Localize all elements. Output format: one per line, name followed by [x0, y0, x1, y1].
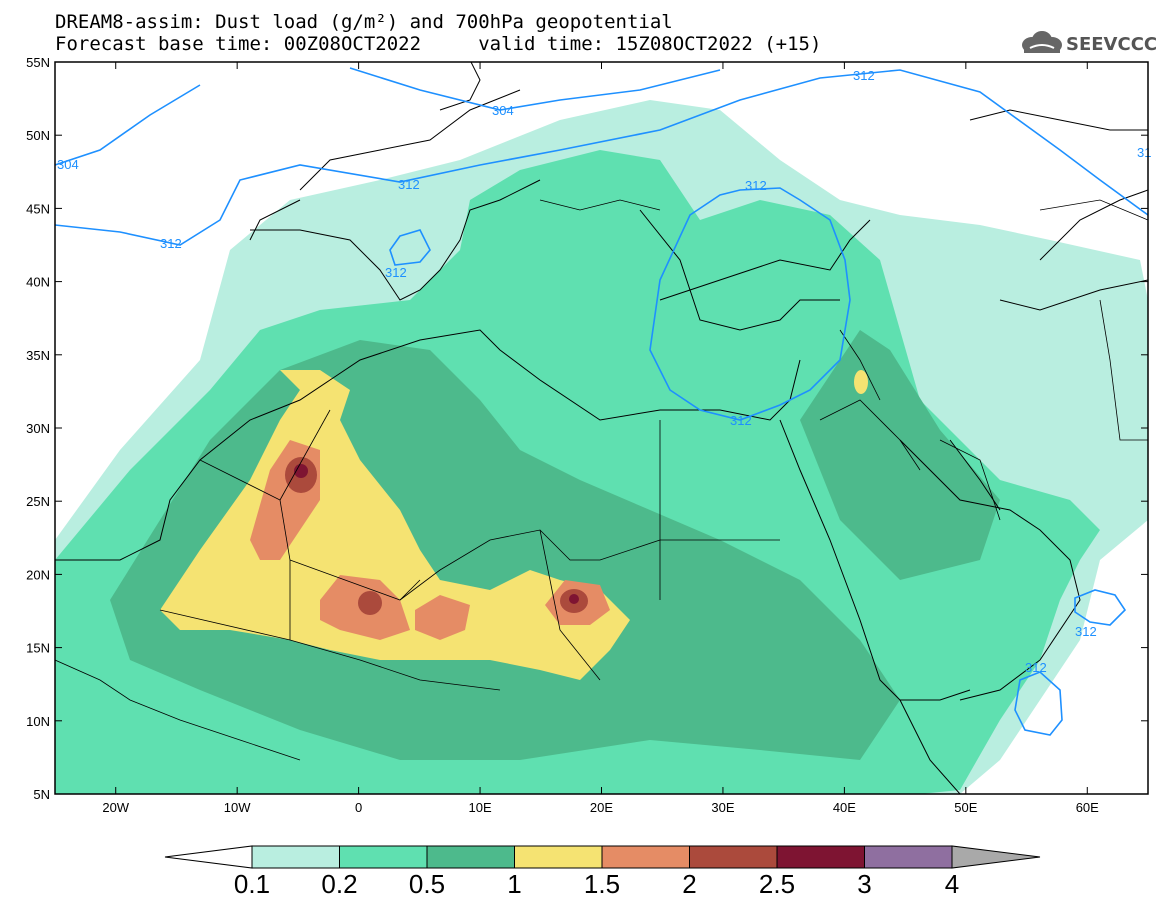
- colorbar-segment: [601, 845, 690, 869]
- cloud-icon: [1022, 31, 1062, 53]
- lat-label: 45N: [26, 201, 50, 216]
- colorbar-under-triangle: [164, 845, 253, 869]
- longitude-axis: 20W 10W 0 10E 20E 30E 40E 50E 60E: [102, 62, 1099, 815]
- colorbar-segment: [864, 845, 953, 869]
- colorbar-label: 3: [857, 869, 871, 899]
- lat-label: 50N: [26, 128, 50, 143]
- colorbar-segment: [426, 845, 515, 869]
- borders: [55, 199, 1148, 761]
- colorbar-segment: [776, 845, 865, 869]
- contour-labels: 304 304 312 312 312 312 312 312 312 312 …: [57, 68, 1151, 675]
- contour-label: 304: [57, 157, 79, 172]
- lat-label: 15N: [26, 641, 50, 656]
- colorbar-label: 4: [945, 869, 959, 899]
- geopotential-contours: [55, 67, 1148, 736]
- contour-label: 312: [398, 177, 420, 192]
- logo-text: SEEVCCC: [1066, 34, 1157, 55]
- colorbar: 0.1 0.2 0.5 1 1.5 2 2.5 3 4: [164, 845, 1041, 899]
- lon-label: 20E: [590, 800, 613, 815]
- lon-label: 50E: [954, 800, 977, 815]
- colorbar-segment: [514, 845, 603, 869]
- contour-label: 31: [1137, 145, 1151, 160]
- lat-label: 25N: [26, 494, 50, 509]
- lat-label: 30N: [26, 421, 50, 436]
- dust-field: [55, 100, 1148, 794]
- lat-label: 10N: [26, 714, 50, 729]
- contour-label: 312: [1075, 624, 1097, 639]
- colorbar-label: 1: [507, 869, 521, 899]
- seevccc-logo: SEEVCCC: [1022, 31, 1157, 55]
- lon-label: 10W: [224, 800, 251, 815]
- colorbar-label: 1.5: [584, 869, 620, 899]
- lon-label: 0: [355, 800, 362, 815]
- time-subtitle: Forecast base time: 00Z08OCT2022 valid t…: [55, 33, 822, 55]
- colorbar-over-triangle: [951, 845, 1041, 869]
- lon-label: 60E: [1076, 800, 1099, 815]
- colorbar-label: 2: [682, 869, 696, 899]
- colorbar-segment: [251, 845, 340, 869]
- contour-label: 312: [1025, 660, 1047, 675]
- map-title: DREAM8-assim: Dust load (g/m²) and 700hP…: [55, 11, 673, 33]
- contour-label: 312: [160, 236, 182, 251]
- contour-label: 312: [853, 68, 875, 83]
- colorbar-label: 0.1: [234, 869, 270, 899]
- lat-label: 55N: [26, 55, 50, 70]
- contour-label: 312: [745, 178, 767, 193]
- lon-label: 30E: [711, 800, 734, 815]
- colorbar-label: 0.2: [321, 869, 357, 899]
- lat-label: 5N: [33, 787, 50, 802]
- colorbar-segment: [689, 845, 778, 869]
- lon-label: 10E: [468, 800, 491, 815]
- colorbar-label: 0.5: [409, 869, 445, 899]
- coastlines: [55, 62, 1148, 794]
- lon-label: 40E: [833, 800, 856, 815]
- lon-label: 20W: [102, 800, 129, 815]
- colorbar-segment: [339, 845, 428, 869]
- contour-label: 304: [492, 103, 514, 118]
- latitude-axis: 55N 50N 45N 40N 35N 30N 25N 20N 15N 10N 5N: [26, 55, 1148, 802]
- dust-band-maroon: [294, 464, 308, 478]
- contour-label: 312: [385, 265, 407, 280]
- colorbar-label: 2.5: [759, 869, 795, 899]
- lat-label: 40N: [26, 275, 50, 290]
- lat-label: 35N: [26, 348, 50, 363]
- lat-label: 20N: [26, 567, 50, 582]
- contour-label: 312: [730, 413, 752, 428]
- dust-band-yellow: [160, 370, 630, 680]
